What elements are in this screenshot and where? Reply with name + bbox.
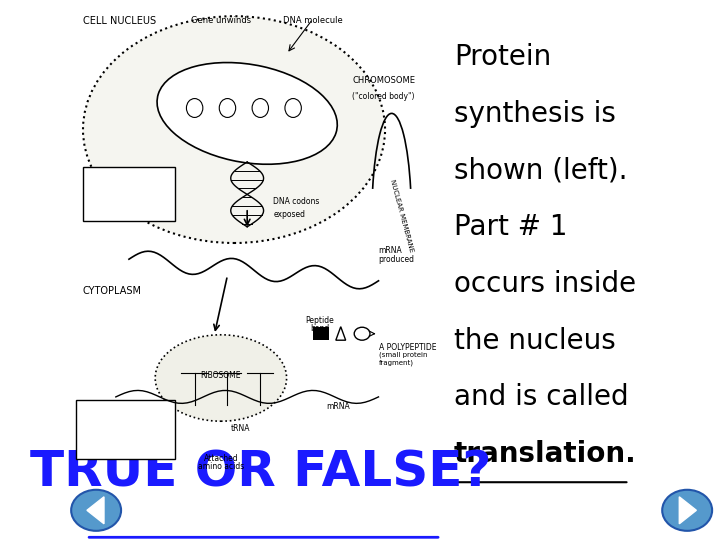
Text: fragment): fragment) [379, 359, 413, 366]
Text: CYTOPLASM: CYTOPLASM [83, 286, 142, 296]
Polygon shape [679, 497, 696, 524]
Text: PROCESS: PROCESS [106, 436, 145, 444]
Text: RIBOSOME: RIBOSOME [201, 371, 241, 380]
Text: the nucleus: the nucleus [454, 327, 616, 355]
Text: Part # 1: Part # 1 [454, 213, 567, 241]
Circle shape [354, 327, 370, 340]
Text: 2: 2 [123, 420, 128, 428]
Text: produced: produced [379, 255, 415, 264]
Text: mRNA: mRNA [379, 246, 402, 255]
Text: A POLYPEPTIDE: A POLYPEPTIDE [379, 343, 436, 352]
Text: exposed: exposed [274, 210, 305, 219]
Text: (copying): (copying) [111, 193, 147, 202]
Ellipse shape [156, 335, 287, 421]
Text: 1: 1 [126, 186, 132, 194]
FancyBboxPatch shape [83, 167, 175, 221]
Polygon shape [87, 497, 104, 524]
Text: TRUE OR FALSE?: TRUE OR FALSE? [30, 449, 491, 497]
Text: synthesis is: synthesis is [454, 100, 616, 128]
Text: translation.: translation. [454, 440, 636, 468]
Text: DNA codons: DNA codons [274, 197, 320, 206]
Text: NUCLEAR MEMBRANE: NUCLEAR MEMBRANE [389, 179, 414, 253]
Text: ("colored body"): ("colored body") [352, 92, 415, 101]
Text: Gene unwinds: Gene unwinds [191, 16, 251, 25]
Polygon shape [336, 327, 346, 340]
Text: CHROMOSOME: CHROMOSOME [352, 76, 415, 85]
Text: bond: bond [310, 324, 329, 333]
Text: Protein: Protein [454, 43, 552, 71]
Text: tRNA: tRNA [231, 424, 251, 433]
Text: DNA molecule: DNA molecule [283, 16, 343, 25]
Text: Peptide: Peptide [305, 316, 334, 325]
Text: and is called: and is called [454, 383, 629, 411]
Ellipse shape [83, 16, 385, 243]
Bar [312, 327, 329, 340]
Circle shape [71, 490, 121, 531]
Text: occurs inside: occurs inside [454, 270, 636, 298]
Ellipse shape [157, 63, 337, 164]
Text: (small protein: (small protein [379, 351, 427, 357]
Text: mRNA: mRNA [326, 402, 350, 411]
FancyBboxPatch shape [76, 400, 175, 459]
Text: amino acids: amino acids [198, 462, 244, 471]
Text: shown (left).: shown (left). [454, 157, 628, 185]
Text: PROCESS: PROCESS [109, 202, 148, 211]
Text: CELL NUCLEUS: CELL NUCLEUS [83, 16, 156, 26]
Circle shape [662, 490, 712, 531]
Text: (identity chang ng): (identity chang ng) [96, 429, 156, 435]
Text: Attached: Attached [204, 454, 238, 463]
